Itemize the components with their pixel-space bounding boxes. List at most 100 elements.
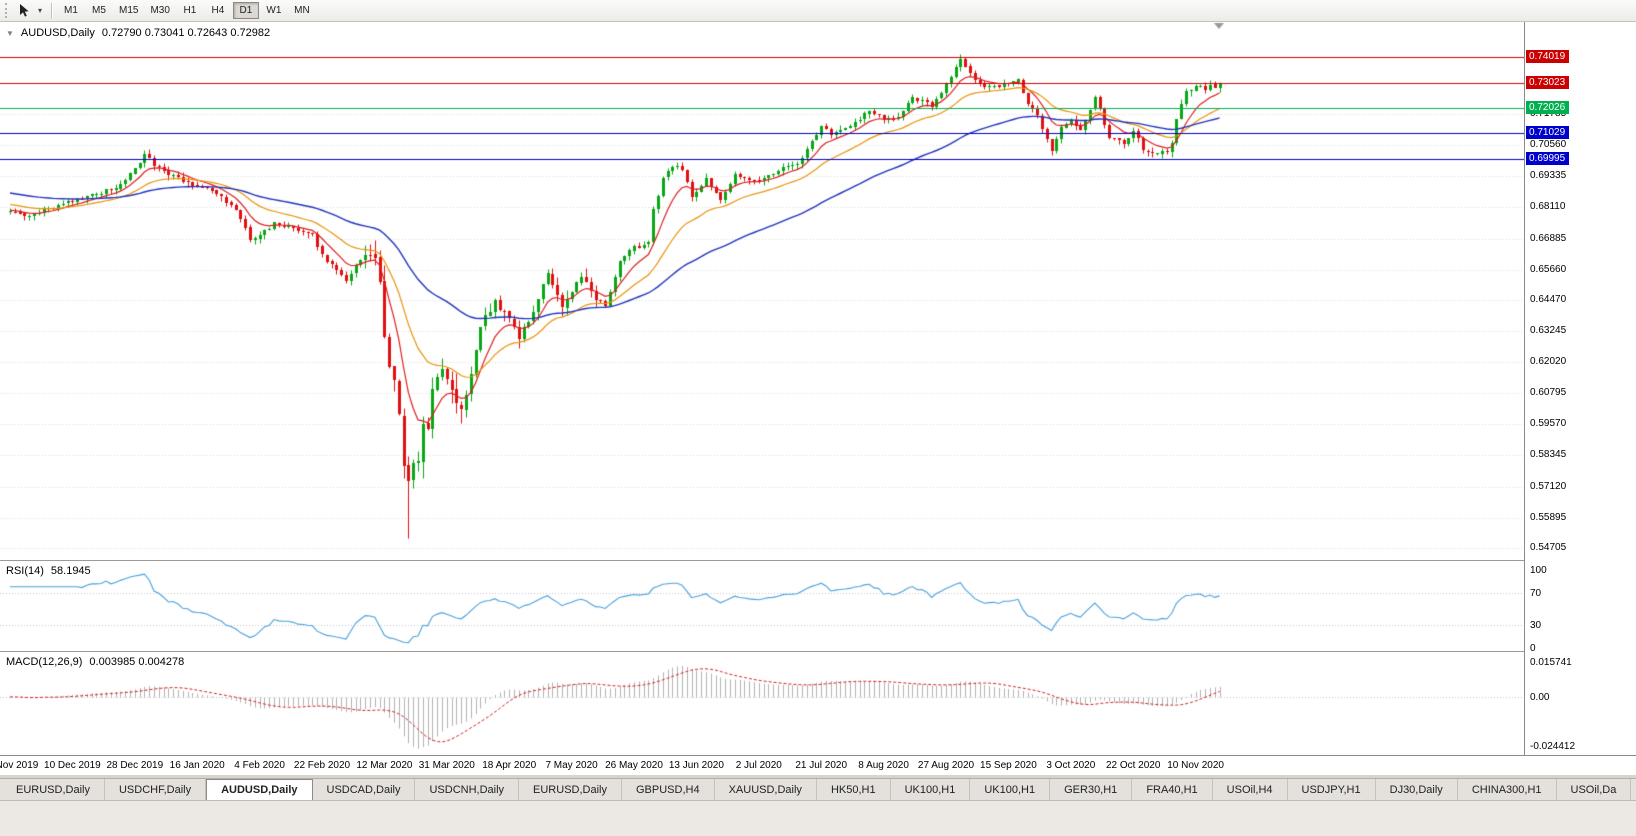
cursor-icon[interactable] — [14, 2, 34, 20]
rsi-indicator-value: 58.1945 — [50, 565, 91, 577]
macd-axis-label: 0.015741 — [1530, 657, 1572, 668]
price-line-label: 0.69995 — [1526, 152, 1570, 166]
price-tick-label: 0.63245 — [1530, 324, 1567, 336]
date-label: 27 Aug 2020 — [917, 760, 975, 771]
rsi-indicator-canvas[interactable] — [0, 561, 1524, 651]
price-tick-label: 0.69335 — [1530, 170, 1567, 182]
chart-window: 0.717850.705600.693350.681100.668850.656… — [0, 22, 1636, 755]
date-label: 28 Dec 2019 — [106, 760, 164, 771]
price-line-label: 0.71029 — [1526, 126, 1570, 140]
date-label: 18 Apr 2020 — [482, 760, 537, 771]
price-tick-label: 0.60795 — [1530, 387, 1567, 399]
timeframe-button-m1[interactable]: M1 — [58, 2, 84, 19]
timeframe-button-h4[interactable]: H4 — [205, 2, 231, 19]
chart-tab-usdcnh-daily[interactable]: USDCNH,Daily — [415, 779, 520, 800]
price-tick-label: 0.58345 — [1530, 449, 1567, 461]
macd-indicator-name: MACD(12,26,9) — [6, 656, 83, 668]
chart-ohlc-values: 0.72790 0.73041 0.72643 0.72982 — [101, 27, 271, 39]
timeframe-toolbar: M1 M5 M15 M30 H1 H4 D1 W1 MN — [57, 2, 316, 19]
price-line-label: 0.72026 — [1526, 100, 1570, 114]
chart-tab-usdchf-daily[interactable]: USDCHF,Daily — [105, 779, 207, 800]
date-label: 21 Nov 2019 — [0, 760, 39, 771]
macd-label: MACD(12,26,9) 0.003985 0.004278 — [6, 656, 184, 668]
rsi-axis-label: 70 — [1530, 588, 1542, 600]
rsi-axis-label: 30 — [1530, 619, 1542, 631]
divider-strip — [0, 775, 1636, 778]
date-label: 8 Aug 2020 — [858, 760, 909, 771]
price-tick-label: 0.55895 — [1530, 511, 1567, 523]
chart-tab-bar: EURUSD,Daily USDCHF,Daily AUDUSD,Daily USDC… — [0, 778, 1636, 800]
toolbar-separator — [51, 2, 52, 19]
date-label: 10 Dec 2019 — [44, 760, 101, 771]
window-splitter[interactable] — [0, 560, 1636, 561]
chart-tab-china300-h1[interactable]: CHINA300,H1 — [1458, 779, 1557, 800]
rsi-axis-label: 100 — [1530, 565, 1547, 576]
date-label: 22 Oct 2020 — [1105, 760, 1161, 771]
chart-tab-dj30-daily[interactable]: DJ30,Daily — [1376, 779, 1458, 800]
chart-tab-ger30-h1[interactable]: GER30,H1 — [1050, 779, 1133, 800]
chart-tab-uk100-h1[interactable]: UK100,H1 — [970, 779, 1051, 800]
timeframe-button-mn[interactable]: MN — [289, 2, 315, 19]
chart-tab-fra40-h1[interactable]: FRA40,H1 — [1132, 779, 1213, 800]
toolbar-grip[interactable] — [5, 3, 9, 18]
date-label: 13 Jun 2020 — [668, 760, 724, 771]
chart-tab-gbpusd-h4[interactable]: GBPUSD,H4 — [622, 779, 715, 800]
top-toolbar: ▾ M1 M5 M15 M30 H1 H4 D1 W1 MN — [0, 0, 1636, 22]
chart-tab-uk100-h1[interactable]: UK100,H1 — [891, 779, 971, 800]
chart-tab-usoil-h4[interactable]: USOil,H4 — [1213, 779, 1288, 800]
chart-tab-hk50-h1[interactable]: HK50,H1 — [817, 779, 891, 800]
timeframe-button-w1[interactable]: W1 — [261, 2, 287, 19]
chart-tab-usdjpy-h1[interactable]: USDJPY,H1 — [1288, 779, 1376, 800]
collapse-arrow-icon[interactable]: ▼ — [6, 28, 14, 38]
rsi-label: RSI(14) 58.1945 — [6, 565, 91, 577]
date-label: 4 Feb 2020 — [234, 760, 285, 771]
status-bar — [0, 800, 1636, 836]
chart-tab-eurusd-daily[interactable]: EURUSD,Daily — [519, 779, 622, 800]
date-label: 16 Jan 2020 — [169, 760, 225, 771]
date-label: 22 Feb 2020 — [293, 760, 351, 771]
chart-title: ▼ AUDUSD,Daily 0.72790 0.73041 0.72643 0… — [6, 27, 270, 39]
price-tick-label: 0.65660 — [1530, 263, 1567, 275]
window-splitter[interactable] — [0, 651, 1636, 652]
price-tick-label: 0.64470 — [1530, 293, 1567, 305]
chart-tab-eurusd-daily[interactable]: EURUSD,Daily — [2, 779, 105, 800]
chart-tab-usdcad-daily[interactable]: USDCAD,Daily — [313, 779, 416, 800]
price-tick-label: 0.54705 — [1530, 541, 1567, 553]
date-label: 26 May 2020 — [605, 760, 663, 771]
date-label: 15 Sep 2020 — [980, 760, 1037, 771]
rsi-axis-label: 0 — [1530, 643, 1536, 654]
timeframe-button-h1[interactable]: H1 — [177, 2, 203, 19]
price-tick-label: 0.62020 — [1530, 356, 1567, 368]
chart-tab-audusd-daily[interactable]: AUDUSD,Daily — [206, 779, 313, 800]
main-chart-canvas[interactable] — [0, 22, 1524, 560]
cursor-arrow-icon — [19, 4, 29, 17]
chart-symbol-label: AUDUSD,Daily — [20, 27, 95, 39]
date-label: 2 Jul 2020 — [735, 760, 782, 771]
chevron-down-icon[interactable]: ▾ — [34, 2, 46, 20]
price-tick-label: 0.70560 — [1530, 139, 1567, 151]
macd-axis-label: -0.024412 — [1530, 741, 1576, 752]
price-axis[interactable]: 0.717850.705600.693350.681100.668850.656… — [1524, 22, 1636, 755]
rsi-indicator-name: RSI(14) — [6, 565, 44, 577]
timeframe-button-m15[interactable]: M15 — [114, 2, 143, 19]
price-tick-label: 0.66885 — [1530, 232, 1567, 244]
date-label: 3 Oct 2020 — [1046, 760, 1096, 771]
chart-tab-usoil-da[interactable]: USOil,Da — [1557, 779, 1632, 800]
price-line-label: 0.73023 — [1526, 75, 1570, 89]
date-label: 21 Jul 2020 — [795, 760, 848, 771]
timeframe-button-d1[interactable]: D1 — [232, 2, 259, 19]
date-label: 12 Mar 2020 — [356, 760, 413, 771]
macd-indicator-values: 0.003985 0.004278 — [89, 656, 185, 668]
price-tick-label: 0.57120 — [1530, 480, 1567, 492]
price-tick-label: 0.68110 — [1530, 201, 1566, 213]
macd-axis-label: 0.00 — [1530, 691, 1550, 703]
date-label: 7 May 2020 — [545, 760, 598, 771]
price-tick-label: 0.59570 — [1530, 418, 1567, 430]
date-label: 10 Nov 2020 — [1167, 760, 1224, 771]
timeframe-button-m5[interactable]: M5 — [86, 2, 112, 19]
chart-tab-xauusd-daily[interactable]: XAUUSD,Daily — [715, 779, 817, 800]
date-axis[interactable]: 21 Nov 2019 10 Dec 2019 28 Dec 2019 16 Jan … — [0, 755, 1636, 775]
timeframe-button-m30[interactable]: M30 — [145, 2, 174, 19]
macd-indicator-canvas[interactable] — [0, 652, 1524, 754]
